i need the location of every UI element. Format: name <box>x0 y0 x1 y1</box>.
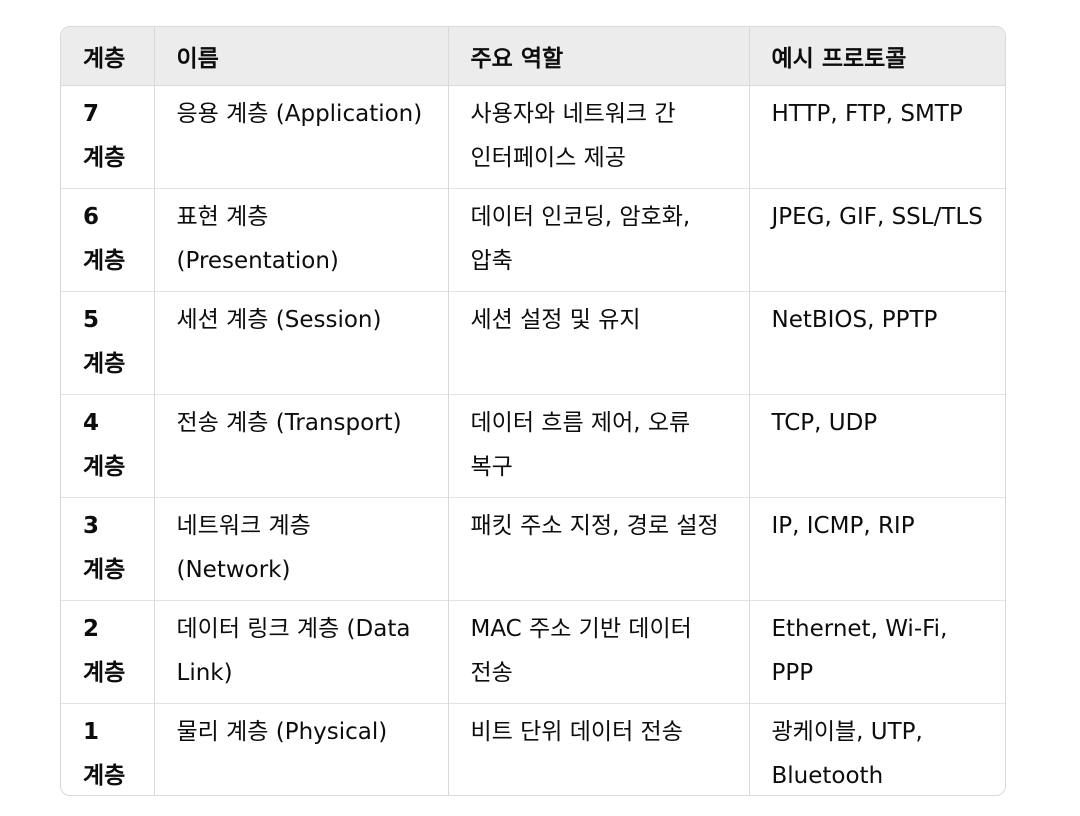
header-protocols: 예시 프로토콜 <box>748 27 1005 86</box>
header-name: 이름 <box>153 27 448 86</box>
table-row: 3 계층 네트워크 계층 (Network) 패킷 주소 지정, 경로 설정 I… <box>61 496 1005 600</box>
header-role: 주요 역할 <box>447 27 749 86</box>
cell-protocols: TCP, UDP <box>748 393 1005 497</box>
cell-name: 네트워크 계층 (Network) <box>153 496 448 600</box>
osi-layers-table: 계층 이름 주요 역할 예시 프로토콜 7 계층 응용 계층 (Applicat… <box>61 27 1005 795</box>
table-body: 7 계층 응용 계층 (Application) 사용자와 네트워크 간 인터페… <box>61 85 1005 795</box>
cell-layer: 3 계층 <box>61 496 154 600</box>
osi-table-container: 계층 이름 주요 역할 예시 프로토콜 7 계층 응용 계층 (Applicat… <box>60 26 1006 796</box>
cell-role: MAC 주소 기반 데이터 전송 <box>447 599 749 703</box>
cell-protocols: JPEG, GIF, SSL/TLS <box>748 187 1005 291</box>
table-row: 7 계층 응용 계층 (Application) 사용자와 네트워크 간 인터페… <box>61 85 1005 188</box>
cell-name: 표현 계층 (Presentation) <box>153 187 448 291</box>
cell-role: 비트 단위 데이터 전송 <box>447 702 749 795</box>
cell-name: 세션 계층 (Session) <box>153 290 448 394</box>
cell-name: 전송 계층 (Transport) <box>153 393 448 497</box>
table-row: 5 계층 세션 계층 (Session) 세션 설정 및 유지 NetBIOS,… <box>61 290 1005 394</box>
table-row: 1 계층 물리 계층 (Physical) 비트 단위 데이터 전송 광케이블,… <box>61 702 1005 795</box>
header-layer: 계층 <box>61 27 154 86</box>
cell-layer: 2 계층 <box>61 599 154 703</box>
table-header: 계층 이름 주요 역할 예시 프로토콜 <box>61 27 1005 86</box>
cell-layer: 5 계층 <box>61 290 154 394</box>
cell-layer: 7 계층 <box>83 100 126 171</box>
table-row: 2 계층 데이터 링크 계층 (Data Link) MAC 주소 기반 데이터… <box>61 599 1005 703</box>
cell-protocols: HTTP, FTP, SMTP <box>748 85 1005 188</box>
cell-role: 사용자와 네트워크 간 인터페이스 제공 <box>447 85 749 188</box>
cell-role: 패킷 주소 지정, 경로 설정 <box>447 496 749 600</box>
cell-layer: 6 계층 <box>61 187 154 291</box>
table-row: 6 계층 표현 계층 (Presentation) 데이터 인코딩, 암호화, … <box>61 187 1005 291</box>
table-row: 4 계층 전송 계층 (Transport) 데이터 흐름 제어, 오류 복구 … <box>61 393 1005 497</box>
cell-role: 세션 설정 및 유지 <box>447 290 749 394</box>
cell-protocols: Ethernet, Wi-Fi, PPP <box>748 599 1005 703</box>
header-row: 계층 이름 주요 역할 예시 프로토콜 <box>61 27 1005 86</box>
cell-protocols: 광케이블, UTP, Bluetooth <box>748 702 1005 795</box>
cell-name: 응용 계층 (Application) <box>153 85 448 188</box>
cell-protocols: IP, ICMP, RIP <box>748 496 1005 600</box>
cell-name: 데이터 링크 계층 (Data Link) <box>153 599 448 703</box>
cell-name: 물리 계층 (Physical) <box>153 702 448 795</box>
cell-layer: 4 계층 <box>61 393 154 497</box>
cell-role: 데이터 인코딩, 암호화, 압축 <box>447 187 749 291</box>
cell-protocols: NetBIOS, PPTP <box>748 290 1005 394</box>
cell-layer: 1 계층 <box>61 702 154 795</box>
cell-role: 데이터 흐름 제어, 오류 복구 <box>447 393 749 497</box>
